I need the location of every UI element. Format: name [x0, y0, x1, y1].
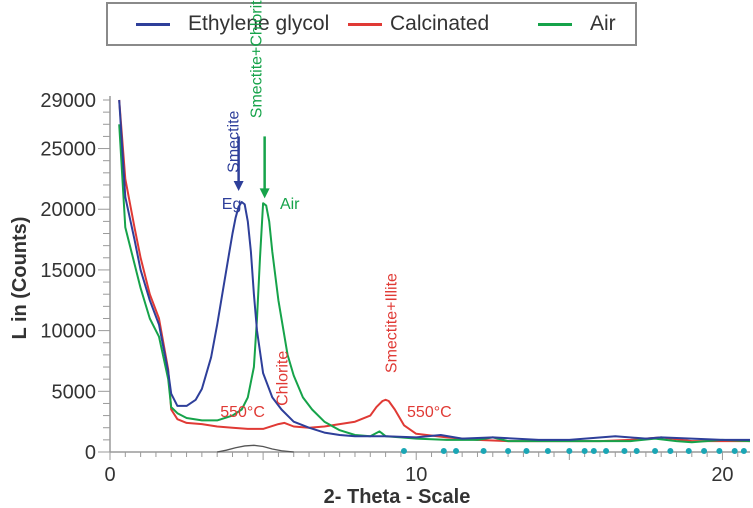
- legend-swatch-air: [538, 22, 572, 26]
- annotation-label: Chlorite: [275, 351, 292, 406]
- y-axis-label: L in (Counts): [9, 217, 31, 340]
- reference-marker: [603, 448, 610, 454]
- reference-marker: [667, 448, 674, 454]
- reference-marker: [544, 448, 551, 454]
- axes: 0 5000 10000 15000 20000 25000 29000 0 10 20: [40, 90, 750, 486]
- legend-swatch-calcinated: [348, 22, 382, 26]
- annotation-label: Smectite+Chlorite: [249, 0, 266, 118]
- x-tick-label: 20: [711, 464, 733, 486]
- series-line-calcinated: [118, 99, 750, 443]
- reference-marker: [581, 448, 588, 454]
- peak-arrow-head: [233, 181, 244, 192]
- legend-label-air: Air: [590, 12, 616, 35]
- y-tick-label: 5000: [52, 381, 97, 403]
- legend: Ethylene glycol Calcinated Air: [106, 2, 637, 46]
- reference-marker: [480, 448, 487, 454]
- reference-marker: [566, 448, 573, 454]
- legend-label-ethylene-glycol: Ethylene glycol: [188, 12, 330, 35]
- legend-item-air: Air: [538, 4, 616, 44]
- reference-marker: [633, 448, 640, 454]
- reference-marker: [440, 448, 447, 454]
- reference-markers: [400, 448, 747, 454]
- reference-marker: [652, 448, 659, 454]
- annotation-label: 550°C: [407, 404, 452, 421]
- x-axis-label: 2- Theta - Scale: [324, 486, 471, 508]
- x-tick-label: 0: [104, 464, 115, 486]
- reference-marker: [701, 448, 708, 454]
- annotation-label: Eg: [222, 196, 242, 213]
- series-lines: [118, 99, 750, 453]
- y-tick-label: 0: [85, 442, 96, 464]
- reference-marker: [505, 448, 512, 454]
- reference-marker: [716, 448, 723, 454]
- annotations: Smectite Smectite+Chlorite Eg Air 550°C Chlor…: [220, 0, 451, 421]
- reference-marker: [621, 448, 628, 454]
- y-tick-label: 25000: [40, 139, 96, 161]
- reference-marker: [453, 448, 460, 454]
- y-tick-label: 10000: [40, 321, 96, 343]
- reference-marker: [400, 448, 407, 454]
- y-tick-label: 15000: [40, 260, 96, 282]
- reference-marker: [731, 448, 738, 454]
- reference-marker: [590, 448, 597, 454]
- reference-marker: [740, 448, 747, 454]
- reference-marker: [685, 448, 692, 454]
- baseline-trace-line: [217, 444, 294, 453]
- x-tick-label: 10: [405, 464, 427, 486]
- y-tick-label: 20000: [40, 199, 96, 221]
- series-line-ethylene-glycol: [118, 99, 750, 441]
- annotation-label: Smectite+Illite: [383, 273, 400, 373]
- annotation-label: Smectite: [226, 110, 243, 172]
- annotation-label: 550°C: [220, 404, 265, 421]
- annotation-label: Air: [280, 196, 300, 213]
- y-tick-label: 29000: [40, 90, 96, 112]
- legend-item-ethylene-glycol: Ethylene glycol: [136, 4, 329, 44]
- series-line-air: [118, 124, 750, 444]
- legend-swatch-ethylene-glycol: [136, 22, 170, 26]
- reference-marker: [523, 448, 530, 454]
- peak-arrow-head: [259, 188, 270, 199]
- legend-item-calcinated: Calcinated: [348, 4, 489, 44]
- legend-label-calcinated: Calcinated: [390, 12, 490, 35]
